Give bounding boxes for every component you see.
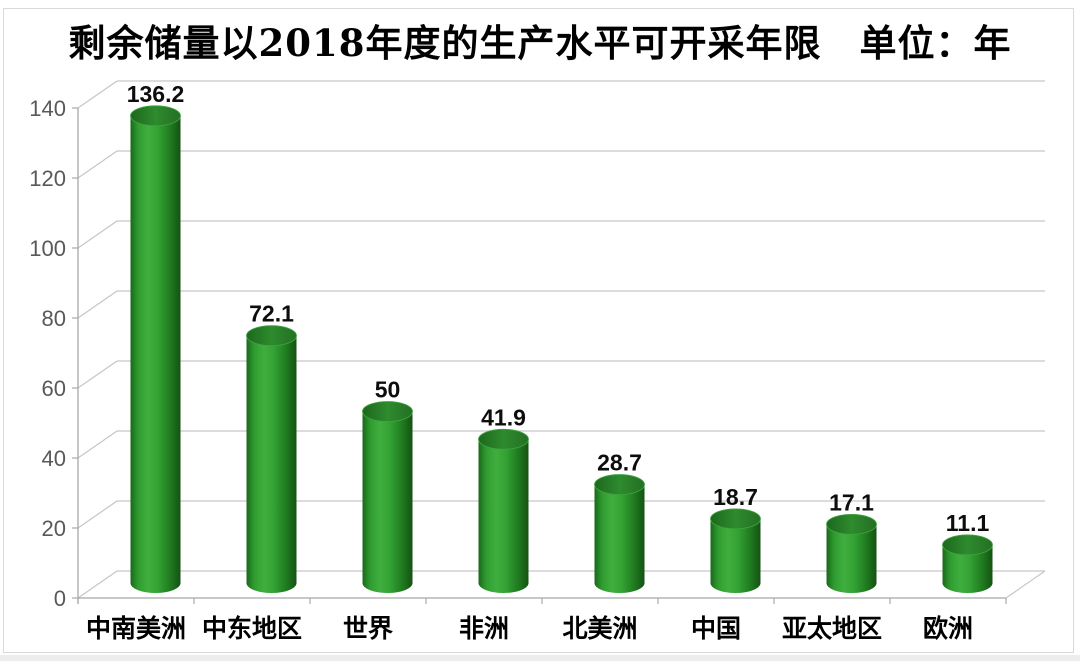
- bar-cylinder-top-2: [362, 401, 413, 422]
- category-label-1: 中东地区: [202, 614, 302, 643]
- bar-cylinder-body-0: [130, 115, 181, 594]
- value-label-0: 136.2: [127, 81, 185, 107]
- value-label-4: 28.7: [597, 450, 642, 476]
- bar-cylinder-top-7: [942, 534, 993, 556]
- y-tick-label-20: 20: [42, 516, 66, 541]
- gridline-wall-120: [77, 150, 118, 179]
- chart-unit-label: 单位：年: [859, 21, 1012, 65]
- category-label-2: 世界: [343, 614, 393, 643]
- chart-frame: [3, 8, 1074, 653]
- gridline-wall-80: [77, 290, 118, 319]
- y-tick-label-100: 100: [29, 236, 66, 261]
- y-tick-label-140: 140: [29, 96, 66, 121]
- bar-cylinder-body-6: [826, 524, 877, 593]
- gridline-wall-140: [77, 80, 118, 109]
- page-bottom-strip: [0, 655, 1080, 661]
- bar-cylinder-top-3: [478, 428, 529, 450]
- gridline-wall-0: [77, 570, 118, 599]
- chart-title-text: 剩余储量以2018年度的生产水平可开采年限: [68, 21, 822, 65]
- bar-cylinder-top-6: [826, 513, 877, 535]
- gridline-wall-60: [77, 360, 118, 389]
- category-label-5: 中国: [691, 614, 741, 643]
- bar-cylinder-body-4: [594, 484, 645, 593]
- bar-cylinder-top-1: [246, 325, 297, 347]
- category-label-3: 非洲: [459, 614, 509, 643]
- gridline-wall-100: [77, 220, 118, 249]
- chart-title: 剩余储量以2018年度的生产水平可开采年限 单位：年: [0, 13, 1080, 67]
- bar-cylinder-body-5: [710, 518, 761, 593]
- value-label-3: 41.9: [481, 404, 526, 430]
- y-tick-label-40: 40: [42, 446, 66, 471]
- value-label-1: 72.1: [249, 301, 294, 327]
- bar-cylinder-body-2: [362, 411, 413, 593]
- bar-cylinder-top-5: [710, 508, 761, 530]
- bar-cylinder-top-0: [130, 105, 181, 127]
- bar-cylinder-body-7: [942, 544, 993, 593]
- bar-cylinder-top-4: [594, 474, 645, 495]
- category-label-4: 北美洲: [562, 614, 637, 643]
- value-label-7: 11.1: [946, 510, 990, 536]
- y-tick-label-0: 0: [54, 586, 66, 611]
- y-tick-label-120: 120: [29, 166, 66, 191]
- category-label-0: 中南美洲: [86, 614, 186, 643]
- category-label-6: 亚太地区: [782, 614, 882, 643]
- floor-right-edge: [1005, 570, 1046, 599]
- value-label-5: 18.7: [713, 484, 758, 510]
- value-label-2: 50: [375, 377, 401, 403]
- bar-cylinder-body-1: [246, 335, 297, 593]
- y-tick-label-80: 80: [42, 306, 66, 331]
- y-tick-label-60: 60: [42, 376, 66, 401]
- value-label-6: 17.1: [829, 489, 874, 515]
- category-label-7: 欧洲: [923, 614, 973, 643]
- bar-cylinder-body-3: [478, 439, 529, 593]
- gridline-wall-40: [77, 430, 118, 459]
- gridline-wall-20: [77, 500, 118, 529]
